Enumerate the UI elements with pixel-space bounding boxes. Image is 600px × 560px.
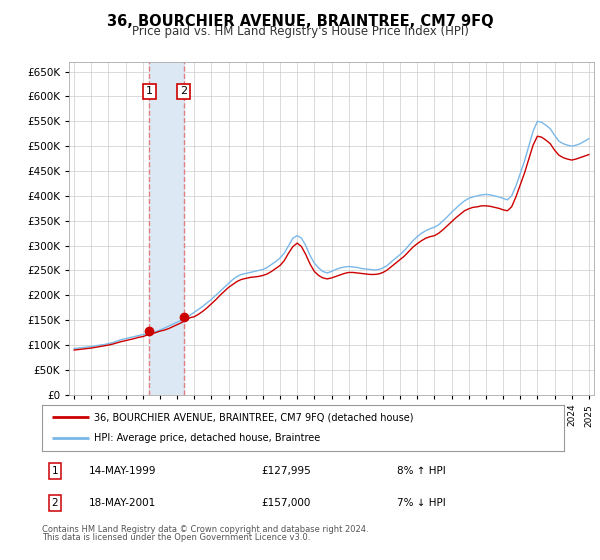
Bar xyxy=(149,62,184,395)
Text: 2: 2 xyxy=(180,86,187,96)
Text: Contains HM Land Registry data © Crown copyright and database right 2024.: Contains HM Land Registry data © Crown c… xyxy=(42,525,368,534)
Text: 1: 1 xyxy=(146,86,153,96)
Text: 36, BOURCHIER AVENUE, BRAINTREE, CM7 9FQ: 36, BOURCHIER AVENUE, BRAINTREE, CM7 9FQ xyxy=(107,14,493,29)
Text: 8% ↑ HPI: 8% ↑ HPI xyxy=(397,466,446,476)
Text: 7% ↓ HPI: 7% ↓ HPI xyxy=(397,498,446,508)
Text: HPI: Average price, detached house, Braintree: HPI: Average price, detached house, Brai… xyxy=(94,433,320,444)
Text: This data is licensed under the Open Government Licence v3.0.: This data is licensed under the Open Gov… xyxy=(42,533,310,542)
Text: 36, BOURCHIER AVENUE, BRAINTREE, CM7 9FQ (detached house): 36, BOURCHIER AVENUE, BRAINTREE, CM7 9FQ… xyxy=(94,412,414,422)
Text: 18-MAY-2001: 18-MAY-2001 xyxy=(89,498,156,508)
Text: £127,995: £127,995 xyxy=(261,466,311,476)
Text: 2: 2 xyxy=(52,498,58,508)
Text: 14-MAY-1999: 14-MAY-1999 xyxy=(89,466,157,476)
Text: 1: 1 xyxy=(52,466,58,476)
Text: Price paid vs. HM Land Registry's House Price Index (HPI): Price paid vs. HM Land Registry's House … xyxy=(131,25,469,38)
Text: £157,000: £157,000 xyxy=(261,498,311,508)
